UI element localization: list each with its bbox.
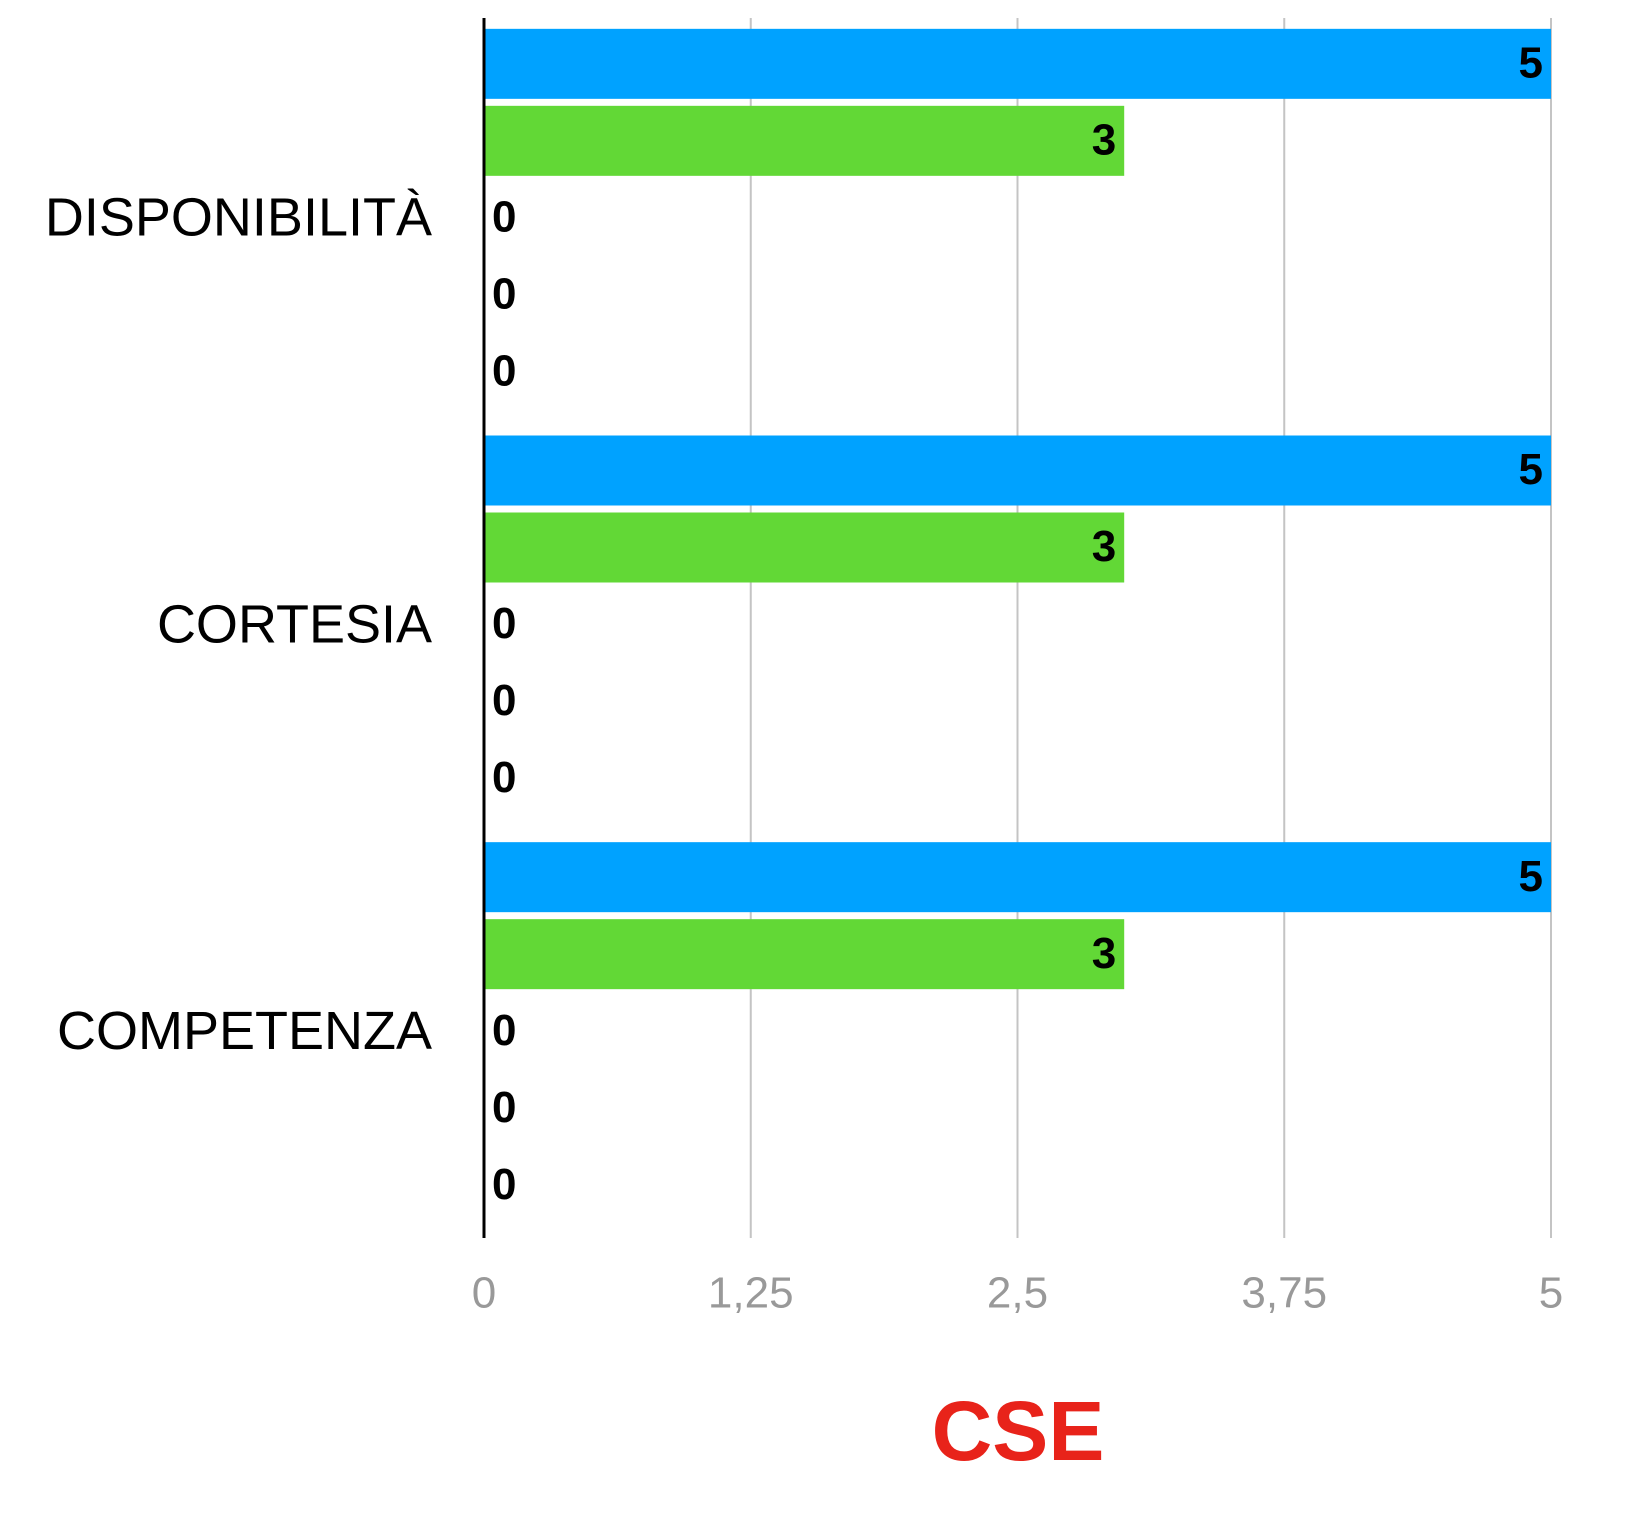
bar bbox=[484, 842, 1551, 913]
bar bbox=[484, 435, 1551, 506]
x-tick-label: 1,25 bbox=[708, 1269, 794, 1318]
bar bbox=[484, 512, 1125, 583]
x-tick-label: 2,5 bbox=[987, 1269, 1048, 1318]
data-label: 0 bbox=[492, 599, 516, 648]
data-label: 3 bbox=[1092, 522, 1116, 571]
category-label: DISPONIBILITÀ bbox=[45, 188, 432, 248]
data-label: 0 bbox=[492, 192, 516, 241]
data-label: 0 bbox=[492, 1083, 516, 1132]
data-label: 5 bbox=[1519, 852, 1543, 901]
data-label: 0 bbox=[492, 676, 516, 725]
data-label: 0 bbox=[492, 753, 516, 802]
x-tick-label: 5 bbox=[1539, 1269, 1563, 1318]
data-label: 0 bbox=[492, 346, 516, 395]
bar bbox=[484, 919, 1125, 990]
x-tick-label: 0 bbox=[472, 1269, 496, 1318]
data-label: 5 bbox=[1519, 445, 1543, 494]
x-axis-title: CSE bbox=[932, 1384, 1105, 1478]
x-tick-label: 3,75 bbox=[1241, 1269, 1327, 1318]
data-label: 3 bbox=[1092, 929, 1116, 978]
data-label: 0 bbox=[492, 269, 516, 318]
data-label: 0 bbox=[492, 1006, 516, 1055]
data-label: 5 bbox=[1519, 38, 1543, 87]
category-label: CORTESIA bbox=[157, 594, 432, 654]
data-label: 0 bbox=[492, 1160, 516, 1209]
data-label: 3 bbox=[1092, 115, 1116, 164]
bar bbox=[484, 105, 1125, 176]
category-label: COMPETENZA bbox=[57, 1001, 432, 1061]
bar bbox=[484, 28, 1551, 99]
